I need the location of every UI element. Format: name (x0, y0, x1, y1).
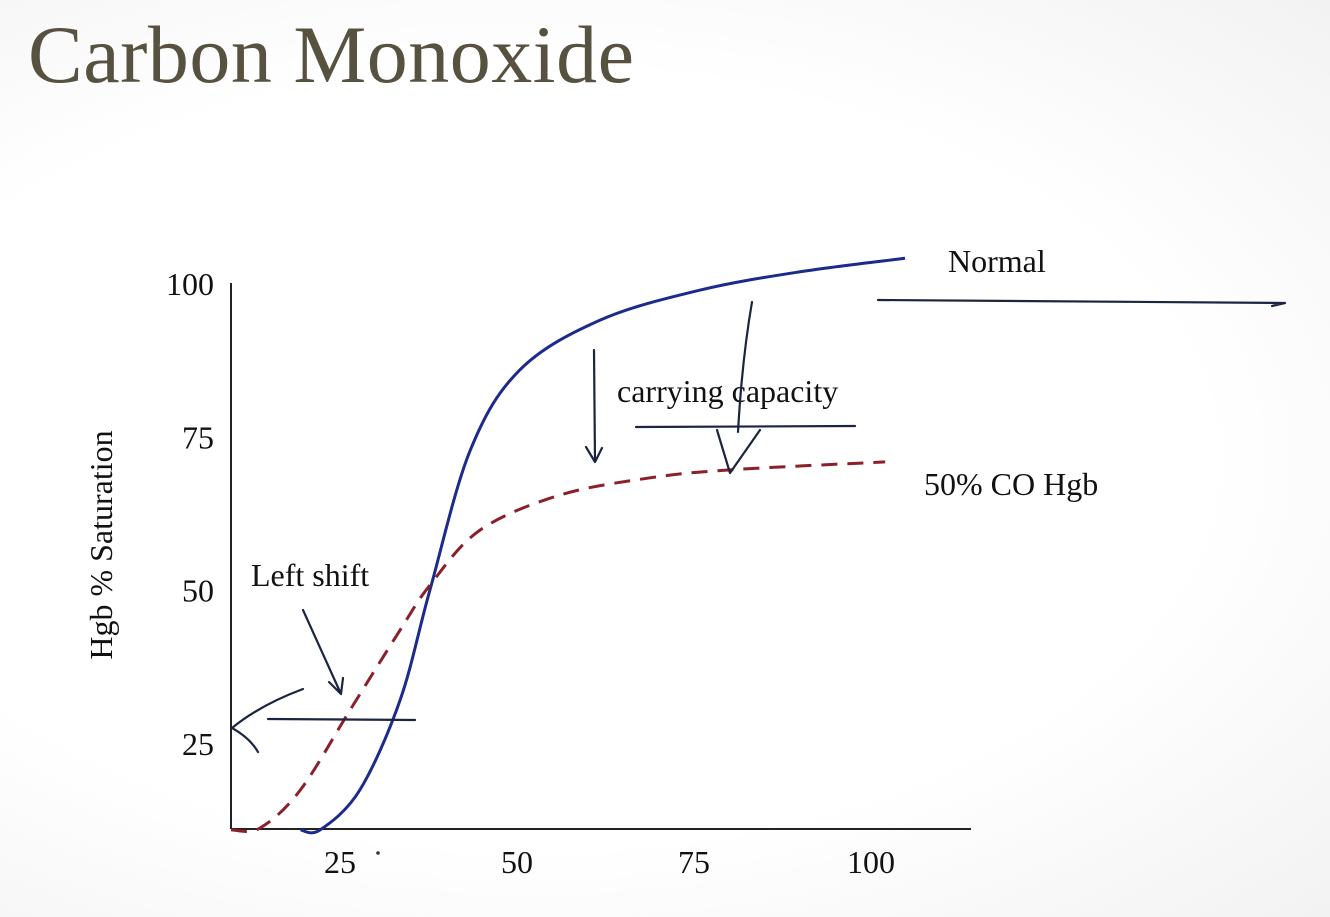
ink-arrow-check (715, 300, 762, 475)
series-line-co-hgb (230, 460, 886, 833)
ink-arrow-down-capacity (584, 348, 604, 464)
y-tick-label: 100 (166, 266, 214, 302)
slide-title: Carbon Monoxide (28, 9, 635, 100)
series-line-normal (300, 256, 906, 835)
y-tick-label: 75 (182, 419, 214, 455)
ink-arrow-normal (876, 298, 1287, 308)
y-axis-label: Hgb % Saturation (83, 430, 119, 659)
annotation-left-shift: Left shift (251, 557, 369, 593)
ink-line-left-shift (266, 717, 417, 722)
stray-dot (376, 851, 380, 855)
ink-line-capacity (634, 424, 857, 429)
x-tick-label: 75 (678, 844, 710, 880)
x-tick-label: 50 (501, 844, 533, 880)
ink-arrow-left (230, 687, 305, 754)
y-tick-label: 50 (182, 573, 214, 609)
x-tick-label: 100 (847, 844, 895, 880)
ink-arrow-left-shift (301, 608, 345, 696)
legend-co-hgb: 50% CO Hgb (924, 466, 1098, 502)
legend-normal: Normal (948, 243, 1046, 279)
annotation-carrying-capacity: carrying capacity (617, 373, 838, 409)
y-tick-label: 25 (182, 726, 214, 762)
x-tick-label: 25 (324, 844, 356, 880)
